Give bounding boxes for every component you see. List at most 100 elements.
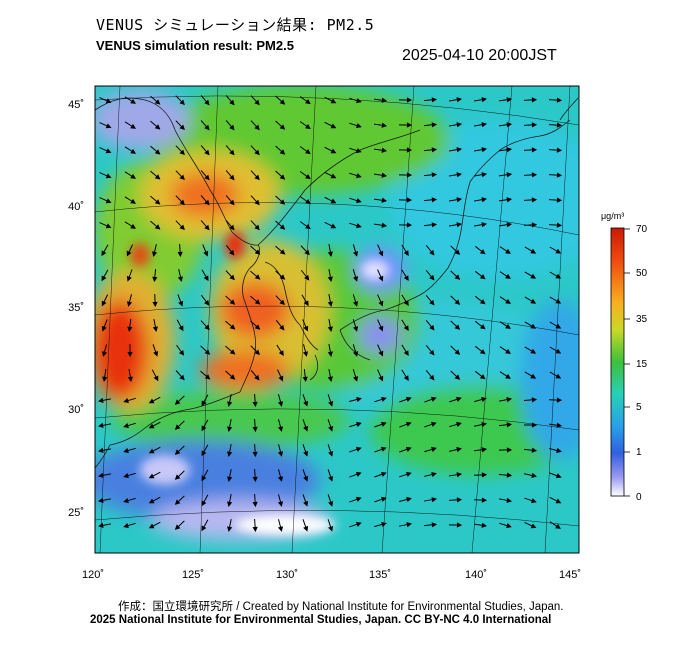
wind-arrow-head <box>123 498 129 504</box>
wind-arrow-head <box>330 98 337 104</box>
wind-arrow-head <box>127 351 133 358</box>
wind-arrow-head <box>178 325 184 332</box>
lon-tick-label: 135˚ <box>369 569 391 581</box>
wind-arrow-head <box>229 374 236 380</box>
wind-arrow-head <box>356 198 362 204</box>
wind-arrow-head <box>356 173 362 179</box>
wind-arrow-head <box>506 523 512 529</box>
wind-arrow-head <box>154 99 161 105</box>
wind-arrow-head <box>154 174 161 180</box>
wind-arrow-head <box>178 300 184 307</box>
lon-tick-label: 130˚ <box>276 569 298 581</box>
wind-arrow-head <box>405 396 412 402</box>
wind-arrow-head <box>429 249 435 256</box>
wind-arrow-head <box>481 97 487 103</box>
wind-arrow-head <box>152 276 158 283</box>
wind-arrow-head <box>254 174 260 181</box>
wind-arrow-head <box>456 522 463 528</box>
wind-arrow-head <box>328 451 334 457</box>
wind-arrow-head <box>378 375 384 382</box>
wind-arrow-head <box>227 451 233 457</box>
wind-arrow-head <box>179 149 185 156</box>
wind-arrow-head <box>556 147 563 153</box>
wind-arrow-head <box>506 122 513 128</box>
wind-arrow-head <box>279 299 285 306</box>
wind-arrow-head <box>154 224 161 230</box>
wind-arrow-head <box>555 273 562 279</box>
wind-arrow-head <box>227 526 233 532</box>
wind-arrow-head <box>431 197 438 203</box>
wind-arrow-head <box>130 223 136 229</box>
wind-arrow-head <box>154 199 161 205</box>
wind-arrow-head <box>381 172 388 178</box>
wind-arrow-head <box>127 376 133 383</box>
wind-arrow-head <box>227 426 233 432</box>
wind-arrow-head <box>179 224 185 231</box>
wind-arrow-head <box>201 525 207 532</box>
wind-arrow-head <box>126 250 132 257</box>
wind-arrow-head <box>405 421 412 427</box>
wind-arrow-head <box>123 398 129 404</box>
wind-arrow-head <box>304 249 310 256</box>
wind-arrow-head <box>481 422 487 428</box>
wind-arrow-head <box>148 473 155 479</box>
wind-arrow-head <box>254 274 261 280</box>
wind-arrow-head <box>201 400 207 407</box>
wind-arrow-head <box>378 325 384 332</box>
wind-arrow-head <box>229 299 236 305</box>
wind-arrow-head <box>98 447 104 453</box>
wind-arrow-head <box>179 99 185 106</box>
wind-arrow-head <box>530 373 537 379</box>
wind-arrow-head <box>174 474 181 480</box>
wind-arrow-head <box>530 273 537 279</box>
wind-arrow-head <box>252 401 258 408</box>
wind-arrow-head <box>227 501 233 507</box>
wind-arrow-head <box>174 524 181 530</box>
wind-arrow-head <box>355 446 362 452</box>
wind-arrow-head <box>556 172 563 178</box>
lat-tick-label: 25˚ <box>68 507 84 519</box>
wind-arrow-head <box>179 174 185 181</box>
wind-arrow-head <box>303 500 309 507</box>
wind-arrow-head <box>98 397 104 403</box>
wind-arrow-head <box>380 471 387 477</box>
wind-arrow-head <box>479 249 486 255</box>
wind-arrow-head <box>302 351 309 357</box>
wind-arrow-head <box>406 172 413 178</box>
lon-tick-label: 120˚ <box>82 569 104 581</box>
wind-arrow-head <box>505 373 511 379</box>
wind-arrow-head <box>454 324 461 330</box>
coastlines <box>95 97 579 469</box>
wind-arrow-head <box>403 325 409 332</box>
wind-arrow-head <box>178 350 185 356</box>
wind-arrow-head <box>277 476 284 482</box>
wind-arrow-head <box>355 471 362 477</box>
wind-arrow-head <box>302 376 308 383</box>
wind-arrow-head <box>229 274 235 281</box>
wind-arrow-head <box>279 199 286 205</box>
colorbar: 70 50 35 15 5 1 0 <box>610 224 648 503</box>
wind-arrow-head <box>505 298 511 304</box>
wind-arrow-head <box>305 223 311 230</box>
wind-arrow-head <box>431 122 438 128</box>
wind-arrow-head <box>105 123 112 129</box>
wind-arrow-head <box>406 522 412 528</box>
wind-arrow-head <box>356 223 362 229</box>
wind-arrow-head <box>506 197 513 203</box>
wind-arrow-head <box>403 300 409 307</box>
wind-arrow-head <box>506 472 513 478</box>
wind-arrow-head <box>327 326 333 332</box>
graticule <box>95 86 579 553</box>
wind-arrow-head <box>381 396 387 402</box>
wind-arrow-head <box>481 497 488 503</box>
wind-arrow-head <box>429 374 435 381</box>
wind-arrow-head <box>481 197 487 203</box>
wind-arrow-head <box>277 501 284 507</box>
lat-tick-label: 40˚ <box>68 201 84 213</box>
colorbar-unit: μg/m³ <box>601 211 625 221</box>
wind-arrow-head <box>456 497 463 503</box>
wind-arrow-head <box>378 350 384 357</box>
wind-arrow-head <box>254 324 261 330</box>
wind-arrow-head <box>105 148 112 154</box>
wind-arrow-head <box>126 301 133 307</box>
